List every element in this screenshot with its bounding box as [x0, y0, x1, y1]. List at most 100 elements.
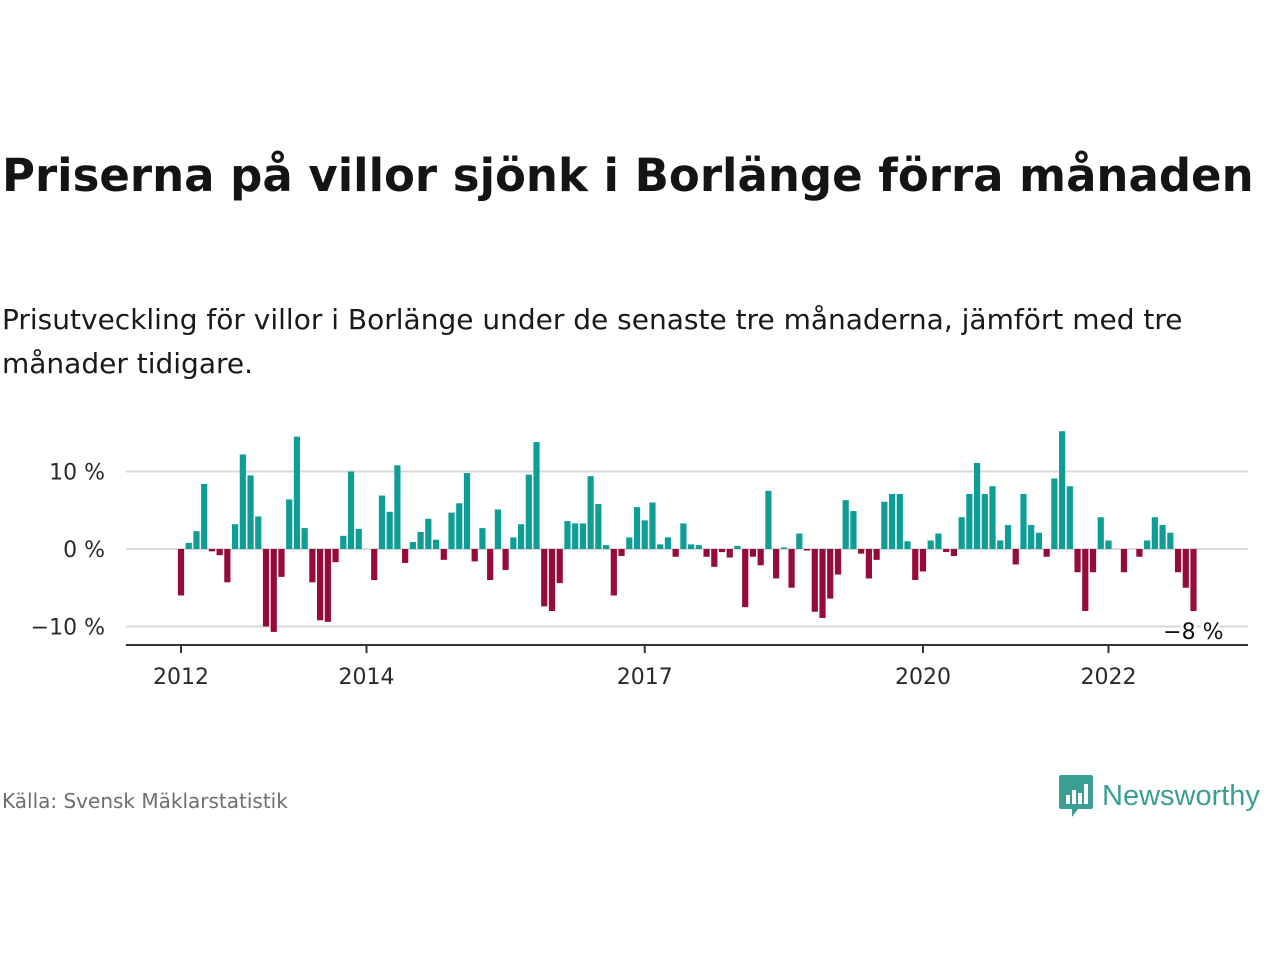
bar — [255, 516, 262, 549]
bar — [1120, 549, 1128, 573]
bar — [664, 537, 672, 550]
bar — [595, 504, 602, 549]
bar — [657, 544, 664, 549]
bar — [317, 549, 324, 621]
bar — [471, 549, 478, 562]
bar — [463, 473, 471, 549]
bar — [1182, 549, 1189, 588]
bar — [1012, 549, 1019, 565]
x-tick-label: 2022 — [1080, 665, 1136, 690]
bar — [1144, 540, 1151, 549]
x-tick-label: 2012 — [153, 665, 209, 690]
bar — [726, 549, 733, 558]
bar — [997, 540, 1004, 549]
bar — [780, 547, 787, 549]
bar — [943, 549, 950, 553]
bar — [208, 549, 216, 552]
bar — [548, 549, 556, 611]
bars-layer — [177, 431, 1197, 632]
bar — [796, 533, 803, 549]
bar — [734, 545, 741, 549]
bar — [224, 549, 231, 583]
bar — [695, 545, 702, 550]
bar — [564, 521, 571, 549]
bar — [912, 549, 919, 580]
bar — [1059, 431, 1066, 549]
bar — [842, 500, 849, 549]
bar — [1159, 524, 1166, 549]
bar — [1004, 524, 1012, 549]
x-tick-label: 2014 — [338, 665, 394, 690]
axis-layer: 10 %0 %−10 %2012 2014 2017 2020 2022−8 %−8 % — [31, 461, 1248, 690]
bar — [309, 549, 316, 583]
bar — [1174, 549, 1182, 573]
bar — [757, 549, 764, 566]
brand-logo[interactable]: Newsworthy — [1058, 773, 1260, 819]
bar — [456, 503, 463, 550]
bar — [247, 475, 254, 550]
y-tick-label: 0 % — [63, 538, 105, 563]
bar — [232, 524, 239, 549]
bar — [950, 549, 957, 556]
bar — [556, 549, 563, 584]
bar — [958, 517, 965, 549]
bar — [672, 549, 679, 557]
bar — [394, 465, 401, 549]
bar — [494, 509, 501, 549]
bar — [1089, 549, 1097, 573]
bar — [262, 549, 270, 627]
bar — [517, 524, 525, 549]
bar — [610, 549, 617, 596]
bar — [1043, 549, 1050, 557]
bar — [216, 549, 223, 556]
bar — [533, 442, 540, 549]
bar — [448, 512, 455, 549]
bar — [579, 523, 587, 549]
bar — [355, 528, 362, 549]
bar — [989, 486, 996, 549]
bar — [1190, 549, 1197, 611]
bar — [402, 549, 409, 563]
bar — [347, 471, 355, 549]
bar — [966, 493, 973, 549]
bar — [865, 549, 872, 579]
bar — [293, 436, 301, 550]
bar — [1035, 532, 1043, 549]
bar — [525, 474, 532, 549]
bar — [811, 549, 818, 612]
y-tick-label: 10 % — [49, 461, 105, 486]
bar — [927, 540, 934, 549]
end-value-label-halo: −8 % — [1163, 620, 1223, 645]
bar — [286, 499, 293, 549]
end-value-label: −8 % — [1163, 620, 1223, 645]
bar — [981, 493, 988, 549]
brand-name: Newsworthy — [1102, 779, 1260, 812]
bar — [1167, 532, 1174, 549]
bar — [718, 549, 726, 553]
bar — [827, 549, 834, 599]
page-title: Priserna på villor sjönk i Borlänge förr… — [2, 149, 1254, 202]
bar — [185, 542, 192, 549]
bar — [587, 476, 594, 549]
bar — [301, 528, 308, 550]
bar — [1105, 540, 1112, 549]
bar — [572, 523, 579, 549]
bar — [641, 520, 648, 550]
bar — [1020, 493, 1027, 549]
bar — [386, 511, 393, 549]
newsworthy-logo-icon — [1059, 775, 1093, 817]
bar — [487, 549, 494, 580]
bar — [332, 549, 339, 563]
bar — [603, 545, 610, 550]
bar — [440, 549, 447, 560]
bar — [881, 501, 888, 549]
bar — [834, 549, 842, 575]
bar — [935, 533, 942, 549]
bar — [888, 493, 896, 549]
bar — [201, 483, 208, 549]
bar — [1097, 517, 1104, 549]
bar — [278, 549, 285, 577]
bar — [858, 549, 865, 554]
bar — [432, 539, 440, 549]
bar — [510, 537, 517, 550]
